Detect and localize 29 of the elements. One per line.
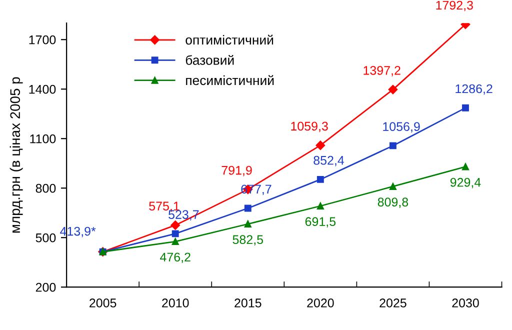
legend-label: песимістичний bbox=[186, 75, 274, 86]
data-label: 929,4 bbox=[450, 178, 481, 188]
data-label: 476,2 bbox=[160, 252, 190, 264]
data-label: 852,4 bbox=[314, 156, 344, 166]
y-tick-label: 1100 bbox=[30, 134, 56, 144]
data-label: 1792,3 bbox=[436, 0, 473, 12]
data-label: 1059,3 bbox=[291, 122, 328, 132]
data-label: 1286,2 bbox=[456, 84, 492, 95]
x-tick-label: 2020 bbox=[307, 298, 334, 308]
y-axis-title: млрд.грн (в цінах 2005 р bbox=[10, 77, 23, 233]
x-tick-label: 2010 bbox=[162, 298, 189, 308]
data-label: 1056,9 bbox=[383, 122, 420, 132]
y-tick-label: 500 bbox=[36, 233, 56, 242]
x-tick-label: 2025 bbox=[380, 298, 406, 308]
data-label: 691,5 bbox=[305, 217, 336, 228]
y-tick-label: 800 bbox=[36, 184, 56, 193]
y-tick-label: 1400 bbox=[29, 84, 56, 94]
y-tick-label: 200 bbox=[36, 282, 56, 292]
x-tick-label: 2030 bbox=[452, 298, 479, 308]
data-label: 791,9 bbox=[222, 166, 252, 176]
y-tick-label: 1700 bbox=[29, 35, 56, 44]
x-tick-label: 2005 bbox=[90, 298, 116, 308]
data-label: 575,1 bbox=[149, 202, 180, 212]
data-label: 809,8 bbox=[378, 198, 408, 208]
x-tick-label: 2015 bbox=[234, 298, 262, 308]
legend-label: оптимістичний bbox=[186, 34, 274, 45]
data-label: 1397,2 bbox=[364, 66, 400, 76]
legend-label: базовий bbox=[186, 54, 234, 65]
data-label: 582,5 bbox=[232, 235, 264, 246]
